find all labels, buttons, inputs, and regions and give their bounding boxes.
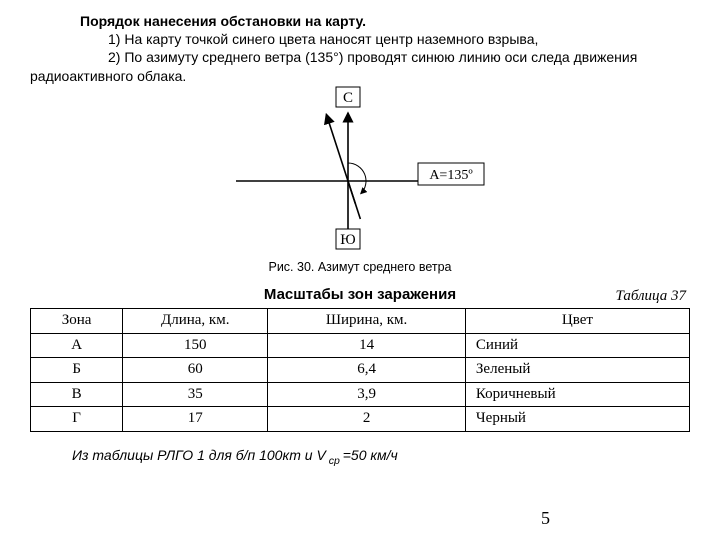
cell-zone: В	[31, 382, 123, 407]
cell-color: Синий	[465, 333, 689, 358]
col-color: Цвет	[465, 309, 689, 334]
azimuth-diagram: С Ю А=135º	[220, 81, 500, 251]
page-number: 5	[541, 507, 550, 530]
cell-width: 6,4	[268, 358, 466, 383]
col-length: Длина, км.	[123, 309, 268, 334]
svg-text:А=135º: А=135º	[429, 168, 473, 183]
cell-width: 2	[268, 407, 466, 432]
cell-length: 17	[123, 407, 268, 432]
svg-text:С: С	[343, 90, 353, 106]
cell-zone: А	[31, 333, 123, 358]
col-zone: Зона	[31, 309, 123, 334]
col-width: Ширина, км.	[268, 309, 466, 334]
heading-line1: 1) На карту точкой синего цвета наносят …	[108, 30, 690, 48]
cell-length: 150	[123, 333, 268, 358]
cell-color: Зеленый	[465, 358, 689, 383]
zones-table: Зона Длина, км. Ширина, км. Цвет А15014С…	[30, 308, 690, 432]
heading-title: Порядок нанесения обстановки на карту.	[80, 12, 690, 30]
table-row: А15014Синий	[31, 333, 690, 358]
table-row: Б606,4Зеленый	[31, 358, 690, 383]
heading-line2a: 2) По азимуту среднего ветра (135°) пров…	[108, 48, 690, 66]
cell-length: 35	[123, 382, 268, 407]
diagram-caption: Рис. 30. Азимут среднего ветра	[30, 259, 690, 275]
table-row: Г172Черный	[31, 407, 690, 432]
cell-length: 60	[123, 358, 268, 383]
table-row: В353,9Коричневый	[31, 382, 690, 407]
cell-zone: Г	[31, 407, 123, 432]
cell-zone: Б	[31, 358, 123, 383]
cell-width: 3,9	[268, 382, 466, 407]
cell-width: 14	[268, 333, 466, 358]
cell-color: Черный	[465, 407, 689, 432]
footnote: Из таблицы РЛГО 1 для б/п 100кт и V ср =…	[72, 446, 690, 468]
svg-text:Ю: Ю	[340, 232, 355, 248]
cell-color: Коричневый	[465, 382, 689, 407]
